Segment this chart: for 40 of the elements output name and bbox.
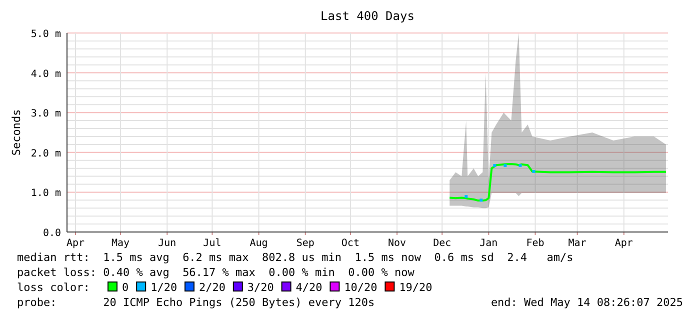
legend-label: 4/20 <box>296 281 322 294</box>
point <box>518 164 522 168</box>
point <box>480 198 483 202</box>
x-tick-label: Jan <box>480 238 498 249</box>
chart-title: Last 400 Days <box>320 9 414 23</box>
point <box>532 170 536 174</box>
y-tick-label: 1.0 m <box>30 188 61 200</box>
y-tick-label: 3.0 m <box>30 108 61 120</box>
text: packet loss: 0.40 % avg 56.17 % max 0.00 % min 0.00 % now <box>17 266 415 279</box>
x-tick-label: Jul <box>203 238 222 249</box>
legend-label: 3/20 <box>247 281 274 294</box>
legend-label: 2/20 <box>199 281 226 294</box>
text: end: Wed May 14 08:26:07 2025 <box>490 296 683 309</box>
y-tick-label: 5.0 m <box>30 29 61 40</box>
x-tick-label: Apr <box>614 238 633 249</box>
x-tick-label: Mar <box>568 238 586 249</box>
text: probe: 20 ICMP Echo Pings (250 Bytes) every 120s <box>17 296 375 309</box>
x-tick-label: Aug <box>250 238 268 249</box>
y-tick-label: 0.0 <box>42 228 61 239</box>
legend-label: 1/20 <box>150 281 178 294</box>
legend-label: 19/20 <box>399 281 432 294</box>
legend-label: 10/20 <box>344 281 378 294</box>
x-tick-label: Jun <box>158 238 176 249</box>
x-tick-label: Sep <box>296 238 314 249</box>
point <box>464 195 468 198</box>
y-tick-label: 4.0 m <box>30 68 61 80</box>
legend-title: loss color: <box>17 281 90 294</box>
x-tick-label: Apr <box>66 238 85 249</box>
point <box>493 164 496 168</box>
y-tick-label: 2.0 m <box>30 148 61 160</box>
x-tick-label: Dec <box>433 238 452 249</box>
x-tick-label: Oct <box>341 238 360 249</box>
y-axis-title: Seconds <box>10 109 23 156</box>
legend-label: 0 <box>122 281 129 294</box>
point <box>504 164 507 168</box>
x-tick-label: Nov <box>388 238 406 249</box>
text: median rtt: 1.5 ms avg 6.2 ms max 802.8 us min 1.5 ms now 0.6 ms sd 2.4 am/s <box>17 251 574 264</box>
x-tick-label: May <box>112 238 130 249</box>
line-series <box>448 162 667 202</box>
x-tick-label: Feb <box>526 238 544 249</box>
